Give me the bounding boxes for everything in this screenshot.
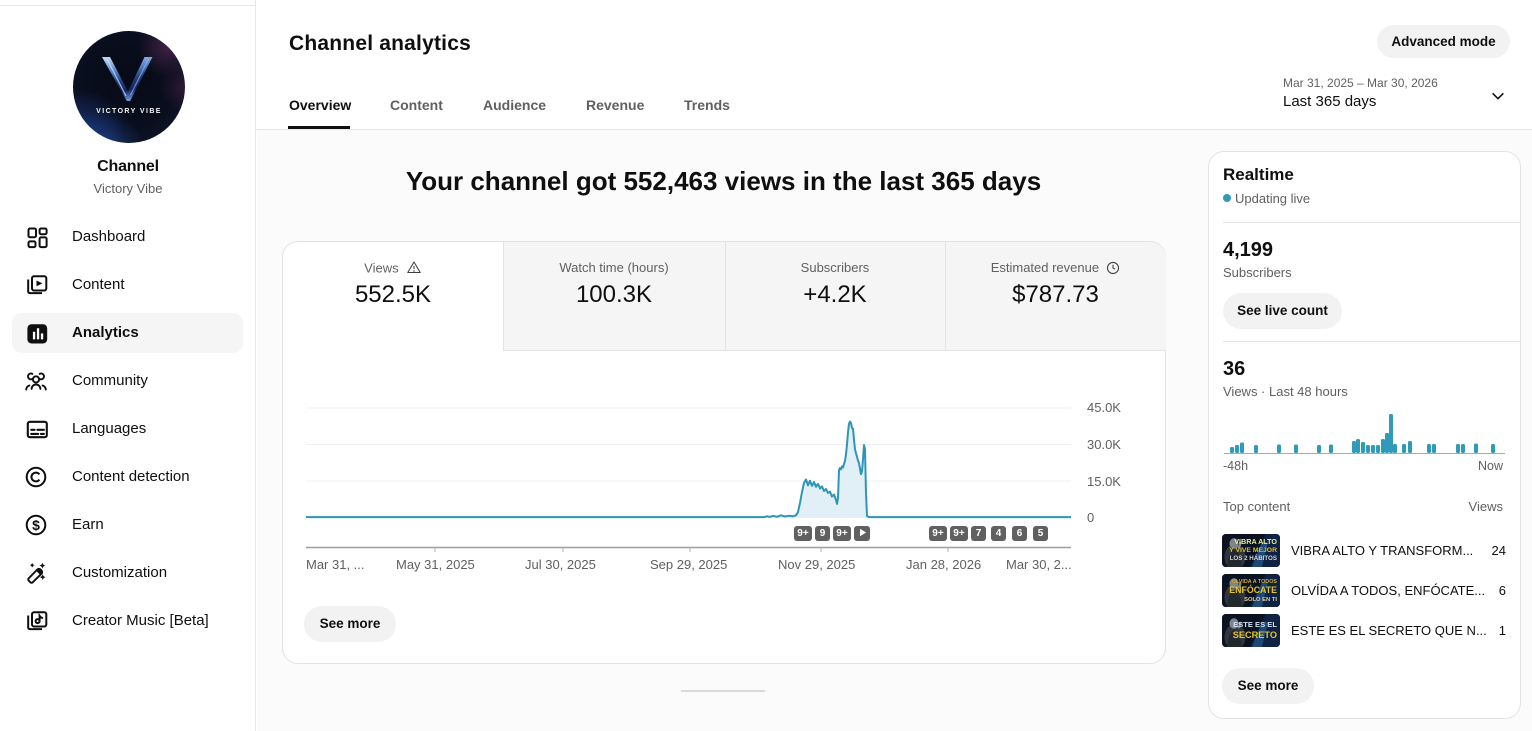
svg-text:SOLO EN TI: SOLO EN TI — [1244, 597, 1277, 603]
svg-text:VIBRA ALTO: VIBRA ALTO — [1234, 537, 1277, 546]
svg-text:$: $ — [32, 517, 40, 533]
svg-text:ENFÓCATE: ENFÓCATE — [1229, 584, 1277, 595]
svg-text:Y VIVE MEJOR: Y VIVE MEJOR — [1229, 547, 1277, 554]
svg-text:VICTORY VIBE: VICTORY VIBE — [96, 108, 162, 115]
svg-text:OLVIDA A TODOS: OLVIDA A TODOS — [1232, 579, 1278, 585]
svg-text:SECRETO: SECRETO — [1233, 630, 1277, 640]
svg-text:ESTE ES EL: ESTE ES EL — [1233, 620, 1277, 629]
svg-text:LOS 2 HÁBITOS: LOS 2 HÁBITOS — [1230, 555, 1277, 562]
